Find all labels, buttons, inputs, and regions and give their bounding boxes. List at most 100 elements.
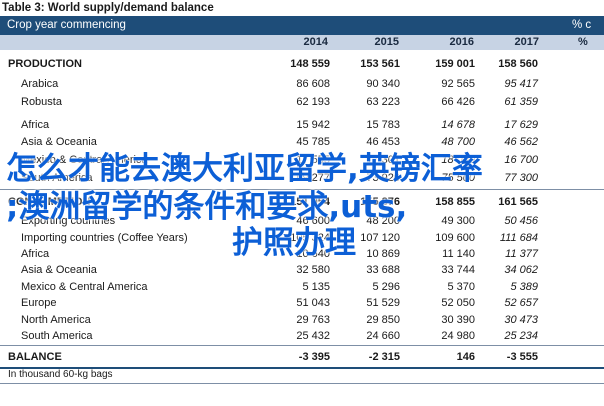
value-cell: 77 300: [504, 172, 538, 184]
table-row: Robusta 62 193 63 223 66 426 61 359: [0, 94, 604, 111]
row-label: Africa: [21, 248, 50, 260]
table-row: South America 69 277 73 920 75 500 77 30…: [0, 170, 604, 187]
table-row: Africa 15 942 15 783 14 678 17 629: [0, 117, 604, 134]
value-cell: 48 200: [366, 215, 400, 227]
value-cell: 5 389: [510, 281, 538, 293]
value-cell: 105 324: [290, 232, 330, 244]
value-cell: 16 700: [504, 154, 538, 166]
value-cell: 25 432: [296, 330, 330, 342]
value-cell: -3 395: [298, 351, 330, 363]
value-cell: 63 223: [366, 96, 400, 108]
row-label: Arabica: [21, 78, 59, 90]
year-2017: 2017: [514, 36, 539, 48]
table-row: Exporting countries 46 600 48 200 49 300…: [0, 213, 604, 230]
value-cell: 17 629: [504, 119, 538, 131]
year-2014: 2014: [303, 36, 328, 48]
year-2015: 2015: [374, 36, 399, 48]
year-2016: 2016: [449, 36, 474, 48]
value-cell: 29 763: [296, 314, 330, 326]
row-label: South America: [21, 172, 93, 184]
value-cell: 75 500: [441, 172, 475, 184]
table-row: Importing countries (Coffee Years) 105 3…: [0, 230, 604, 247]
value-cell: 161 565: [498, 196, 538, 208]
value-cell: 46 453: [366, 136, 400, 148]
value-cell: 51 529: [366, 297, 400, 309]
row-label: Africa: [21, 119, 50, 131]
value-cell: 48 700: [441, 136, 475, 148]
table-row: South America 25 432 24 660 24 980 25 23…: [0, 328, 604, 345]
value-cell: 158 560: [498, 58, 538, 70]
value-cell: 66 426: [441, 96, 475, 108]
balance-row: BALANCE -3 395 -2 315 146 -3 555: [0, 349, 604, 366]
value-cell: 11 140: [442, 248, 475, 260]
value-cell: 50 456: [504, 215, 538, 227]
table-title: Table 3: World supply/demand balance: [2, 2, 214, 14]
value-cell: 5 370: [447, 281, 475, 293]
table-row: Mexico & Central America 5 135 5 296 5 3…: [0, 279, 604, 296]
row-label: South America: [21, 330, 93, 342]
value-cell: 14 678: [441, 119, 475, 131]
value-cell: 5 135: [302, 281, 330, 293]
value-cell: 15 783: [366, 119, 400, 131]
row-label: Importing countries (Coffee Years): [21, 232, 188, 244]
value-cell: 159 001: [435, 58, 475, 70]
value-cell: 61 359: [504, 96, 538, 108]
table-row: Europe 51 043 51 529 52 050 52 657: [0, 295, 604, 312]
value-cell: 5 296: [372, 281, 400, 293]
value-cell: 146: [456, 351, 475, 363]
table-row: Mexico & Central America 17 555 17 301 1…: [0, 152, 604, 169]
value-cell: 107 120: [360, 232, 400, 244]
value-cell: 69 277: [296, 172, 330, 184]
row-label: Asia & Oceania: [21, 264, 97, 276]
row-label: Robusta: [21, 96, 62, 108]
value-cell: 90 340: [366, 78, 400, 90]
value-cell: 33 688: [366, 264, 400, 276]
value-cell: 33 744: [441, 264, 475, 276]
table-row: North America 29 763 29 850 30 390 30 47…: [0, 312, 604, 329]
section-label: PRODUCTION: [8, 58, 82, 70]
bottom-rule: [0, 367, 604, 369]
value-cell: 49 300: [441, 215, 475, 227]
value-cell: 153 561: [360, 58, 400, 70]
table-row: PRODUCTION 148 559 153 561 159 001 158 5…: [0, 56, 604, 73]
value-cell: 52 050: [441, 297, 475, 309]
value-cell: -3 555: [506, 351, 538, 363]
value-cell: 45 785: [296, 136, 330, 148]
table-row: Asia & Oceania 32 580 33 688 33 744 34 0…: [0, 262, 604, 279]
table-row: Africa 10 640 10 869 11 140 11 377: [0, 246, 604, 263]
header-crop-year: Crop year commencing: [7, 19, 126, 31]
value-cell: 109 600: [435, 232, 475, 244]
row-label: Europe: [21, 297, 57, 309]
value-cell: 73 920: [366, 172, 400, 184]
balance-label: BALANCE: [8, 351, 62, 363]
table-footnote: In thousand 60-kg bags: [8, 369, 113, 380]
table-row: CONSUMPTION 151 954 155 876 158 855 161 …: [0, 194, 604, 211]
value-cell: 15 942: [296, 119, 330, 131]
row-label: Exporting countries: [21, 215, 116, 227]
year-header-row: 2014 2015 2016 2017 %: [0, 35, 604, 50]
value-cell: 10 640: [296, 248, 330, 260]
header-band: Crop year commencing % c: [0, 16, 604, 35]
value-cell: 24 980: [441, 330, 475, 342]
value-cell: 29 850: [366, 314, 400, 326]
value-cell: 10 869: [366, 248, 400, 260]
value-cell: 151 954: [290, 196, 330, 208]
value-cell: 51 043: [296, 297, 330, 309]
year-cut-percent: %: [578, 36, 588, 48]
section-label: CONSUMPTION: [8, 196, 91, 208]
value-cell: 11 377: [505, 248, 538, 260]
value-cell: 30 473: [504, 314, 538, 326]
value-cell: 46 600: [296, 215, 330, 227]
value-cell: 17 301: [366, 154, 400, 166]
value-cell: 34 062: [504, 264, 538, 276]
value-cell: 111 684: [499, 232, 538, 244]
value-cell: 62 193: [296, 96, 330, 108]
divider: [0, 189, 604, 190]
value-cell: -2 315: [368, 351, 400, 363]
divider: [0, 345, 604, 346]
divider: [0, 383, 604, 384]
row-label: Mexico & Central America: [21, 154, 148, 166]
value-cell: 86 608: [296, 78, 330, 90]
value-cell: 95 417: [504, 78, 538, 90]
